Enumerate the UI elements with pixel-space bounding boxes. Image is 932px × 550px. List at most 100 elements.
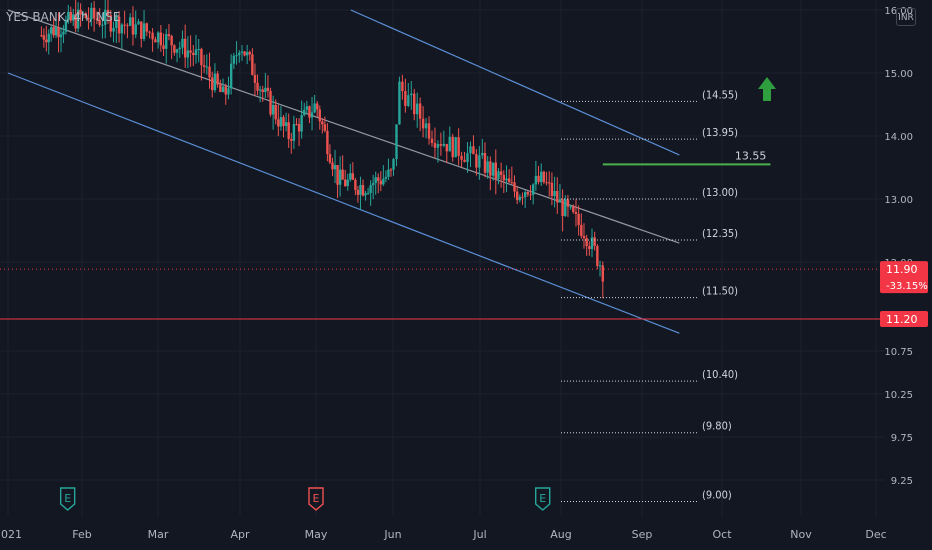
candle-body <box>200 48 203 66</box>
price-axis-tick: 10.25 <box>884 390 913 401</box>
candle-body <box>593 237 596 246</box>
candle-body <box>521 196 524 198</box>
candle-body <box>151 32 154 40</box>
candle-body <box>507 178 511 183</box>
channel-lower-line <box>7 72 680 334</box>
candle-body <box>475 154 478 168</box>
candle-body <box>341 169 344 180</box>
candle-body <box>59 34 63 38</box>
candle-body <box>295 124 298 126</box>
candle-body <box>115 16 118 28</box>
candle-body <box>582 236 586 239</box>
candle-body <box>120 24 124 34</box>
up-arrow-icon <box>758 77 776 101</box>
price-axis-tick: 10.75 <box>884 347 913 358</box>
candle-body <box>472 146 475 155</box>
candle-body <box>251 54 254 75</box>
candle-body <box>229 63 233 89</box>
candle-body <box>313 103 316 113</box>
candle-body <box>371 183 375 186</box>
price-marker-box <box>880 310 928 327</box>
symbol-title: YES BANK, 4h, NSE <box>6 10 121 24</box>
candle-body <box>497 171 500 179</box>
candle-body <box>486 161 489 173</box>
candle-body <box>389 169 393 171</box>
channel-upper-line <box>350 9 680 156</box>
candle-body <box>344 179 347 187</box>
candle-body <box>186 50 190 58</box>
candle-body <box>596 245 599 267</box>
candle-body <box>574 211 578 214</box>
candle-body <box>240 51 244 53</box>
candle-body <box>98 19 101 26</box>
candle-body <box>274 104 277 120</box>
candle-body <box>145 23 149 32</box>
candle-body <box>404 91 407 106</box>
time-axis-tick: Mar <box>148 528 169 541</box>
earnings-label: E <box>313 492 320 505</box>
candle-body <box>62 31 65 35</box>
candle-body <box>328 154 332 163</box>
currency-button[interactable]: INR <box>896 8 916 26</box>
candle-body <box>148 31 151 33</box>
candle-body <box>227 88 230 95</box>
candle-body <box>173 45 176 53</box>
candle-body <box>52 27 55 36</box>
candle-body <box>457 137 460 156</box>
candle-body <box>290 138 293 141</box>
candle-body <box>170 36 173 46</box>
candle-body <box>448 136 451 152</box>
candle-body <box>445 143 448 152</box>
candle-body <box>40 35 43 37</box>
candle-body <box>326 130 329 155</box>
candle-body <box>165 34 168 49</box>
earnings-label: E <box>539 492 546 505</box>
price-marker-sublabel: -33.15% <box>886 281 928 292</box>
price-axis-tick: 16.00 <box>884 6 913 17</box>
candle-body <box>128 17 132 26</box>
candle-body <box>72 14 75 21</box>
candle-body <box>489 161 492 176</box>
candle-body <box>292 124 296 141</box>
candle-body <box>333 165 337 170</box>
candle-body <box>478 155 481 168</box>
candle-body <box>277 119 280 127</box>
candle-body <box>518 196 522 201</box>
candle-body <box>287 122 290 139</box>
candle-body <box>131 17 135 35</box>
candle-body <box>305 106 309 110</box>
candle-body <box>366 192 370 194</box>
candle-body <box>175 49 179 53</box>
candle-body <box>269 91 272 115</box>
candle-body <box>197 48 200 50</box>
candle-body <box>318 109 321 122</box>
candle-body <box>442 143 446 146</box>
candle-body <box>556 190 559 203</box>
candle-body <box>142 23 146 39</box>
candle-body <box>109 15 112 32</box>
earnings-icon <box>535 487 551 511</box>
candle-body <box>460 155 463 160</box>
candle-body <box>540 171 543 183</box>
candle-body <box>413 93 416 115</box>
candle-body <box>532 184 535 195</box>
candle-body <box>64 20 68 32</box>
candle-body <box>216 73 219 85</box>
earnings-label: E <box>64 492 71 505</box>
candle-body <box>181 38 184 48</box>
fib-level-label: (13.00) <box>702 186 738 199</box>
candle-body <box>219 84 222 92</box>
candle-body <box>79 9 82 15</box>
candle-body <box>451 136 454 158</box>
candle-body <box>134 24 137 35</box>
candle-body <box>126 25 129 27</box>
candle-body <box>112 27 115 32</box>
candle-body <box>84 13 87 19</box>
candle-body <box>505 178 508 181</box>
candle-body <box>439 144 443 146</box>
candle-body <box>202 65 206 67</box>
time-axis-tick: Jun <box>383 528 401 541</box>
